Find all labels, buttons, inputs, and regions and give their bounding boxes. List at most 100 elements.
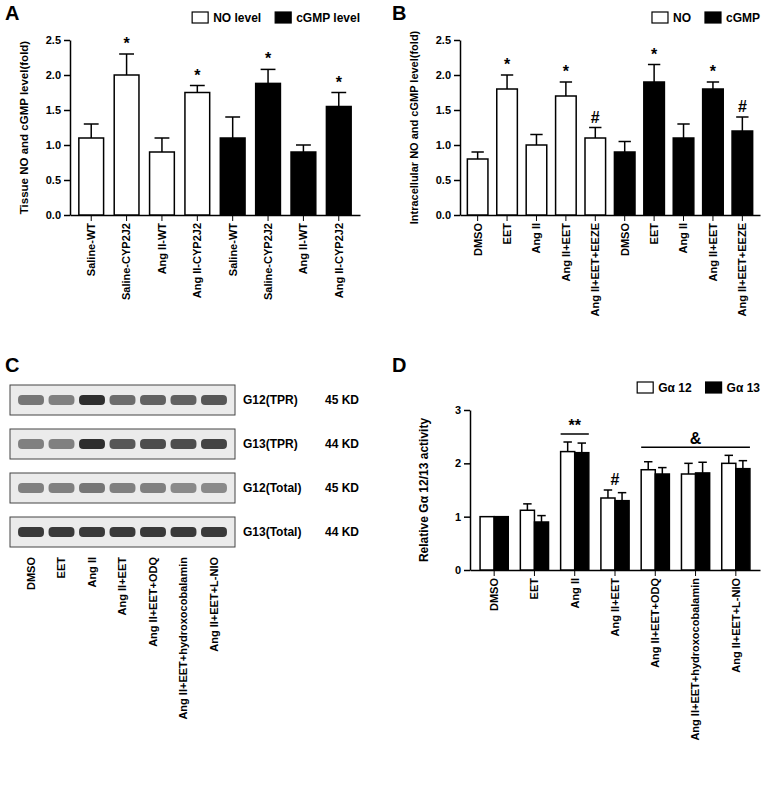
band (140, 395, 166, 405)
lane-label: DMSO (25, 557, 37, 590)
tick: 0 (455, 564, 470, 576)
band (18, 439, 44, 449)
error-bar (560, 82, 572, 96)
band (201, 395, 227, 405)
panel-title: D (392, 354, 406, 376)
plot-area (467, 65, 752, 216)
tick: Ang II-CYP2J2 (191, 215, 203, 298)
tick-mark (454, 110, 460, 112)
band (49, 483, 75, 493)
band (49, 439, 75, 449)
error-stem (126, 54, 128, 75)
error-stem (662, 468, 664, 474)
tick: Ang II (530, 215, 542, 254)
band (171, 395, 197, 405)
tick: Saline-CYP2J2 (262, 215, 274, 300)
error-bar (618, 493, 626, 501)
error-stem (267, 69, 269, 83)
legend-label: Gα 13 (727, 381, 761, 395)
tick-label: Ang II+EET (609, 578, 621, 637)
error-stem (90, 124, 92, 138)
bar (494, 517, 508, 570)
error-stem (742, 461, 744, 469)
error-stem (232, 117, 234, 138)
bar (736, 469, 750, 570)
error-bar (604, 490, 612, 498)
axis-title: Relative Gα 12/13 activity (417, 418, 431, 562)
annotation: * (194, 67, 201, 84)
band (110, 527, 136, 537)
annotation: * (336, 74, 343, 91)
error-stem (624, 142, 626, 153)
tick-label: 2.0 (46, 69, 61, 81)
tick-label: 0.5 (46, 174, 61, 186)
error-bar (155, 138, 170, 152)
tick: Saline-WT (227, 215, 239, 276)
row-label: G12(TPR) (243, 393, 298, 407)
tick: Ang II (569, 570, 581, 609)
bar (601, 498, 615, 570)
error-bar (736, 117, 748, 131)
bar (575, 453, 589, 570)
tick-label: 1.0 (46, 139, 61, 151)
bar (150, 152, 175, 215)
tick-label: DMSO (619, 223, 631, 256)
error-cap (658, 467, 666, 469)
tick-label: Ang II+EET+ODQ (649, 578, 661, 668)
bar (732, 131, 753, 215)
error-bar (707, 82, 719, 89)
tick-label: 3 (455, 404, 461, 416)
legend-item: cGMP level (275, 11, 360, 25)
error-bar (190, 86, 205, 93)
error-cap (331, 92, 346, 94)
error-stem (565, 82, 567, 96)
tick: DMSO (619, 215, 631, 256)
legend: NO level cGMP level (192, 11, 360, 25)
band (18, 395, 44, 405)
tick: Ang II+EET+EEZE (736, 215, 748, 317)
tick: 0.0 (436, 209, 460, 221)
bar (534, 522, 548, 570)
tick: 1.5 (436, 104, 460, 116)
legend-item: Gα 12 (637, 381, 692, 395)
axis-line (70, 41, 72, 216)
tick-label: Saline-WT (227, 223, 239, 276)
tick-mark (742, 215, 743, 221)
band (79, 395, 105, 405)
legend-label: Gα 12 (658, 381, 692, 395)
blot-strip (10, 517, 235, 547)
tick-mark (615, 570, 616, 576)
tick-mark (464, 463, 470, 465)
tick: Ang II-WT (156, 215, 168, 274)
tick-mark (303, 215, 304, 221)
row-label: G13(TPR) (243, 437, 298, 451)
tick-label: Ang II-WT (297, 223, 309, 275)
error-stem (581, 443, 583, 453)
band (171, 527, 197, 537)
tick: 0.5 (46, 174, 70, 186)
tick-mark (454, 180, 460, 182)
legend-item: Gα 13 (706, 381, 761, 395)
panel-title: C (5, 354, 19, 376)
legend-swatch (705, 12, 721, 23)
legend: NOcGMP (652, 11, 760, 25)
tick-label: Ang II (530, 223, 542, 254)
tick: 3 (455, 404, 470, 416)
tick: DMSO (488, 570, 500, 611)
row-label: G12(Total) (243, 481, 301, 495)
bar (79, 138, 104, 215)
legend-label: NO level (213, 11, 261, 25)
lane-label: Ang II+EET+hydroxocobalamin (177, 557, 189, 720)
tick-mark (64, 215, 70, 217)
tick-mark (655, 570, 656, 576)
error-cap (84, 123, 99, 125)
tick: 0.0 (46, 209, 70, 221)
error-cap (736, 116, 748, 118)
tick: Ang II+EET+L-NIO (730, 570, 742, 673)
error-stem (712, 82, 714, 89)
error-bar (331, 93, 346, 107)
tick-mark (64, 180, 70, 182)
bar (556, 96, 577, 215)
axis-title: Intracellular NO and cGMP level(fold) (408, 30, 420, 224)
band (49, 395, 75, 405)
